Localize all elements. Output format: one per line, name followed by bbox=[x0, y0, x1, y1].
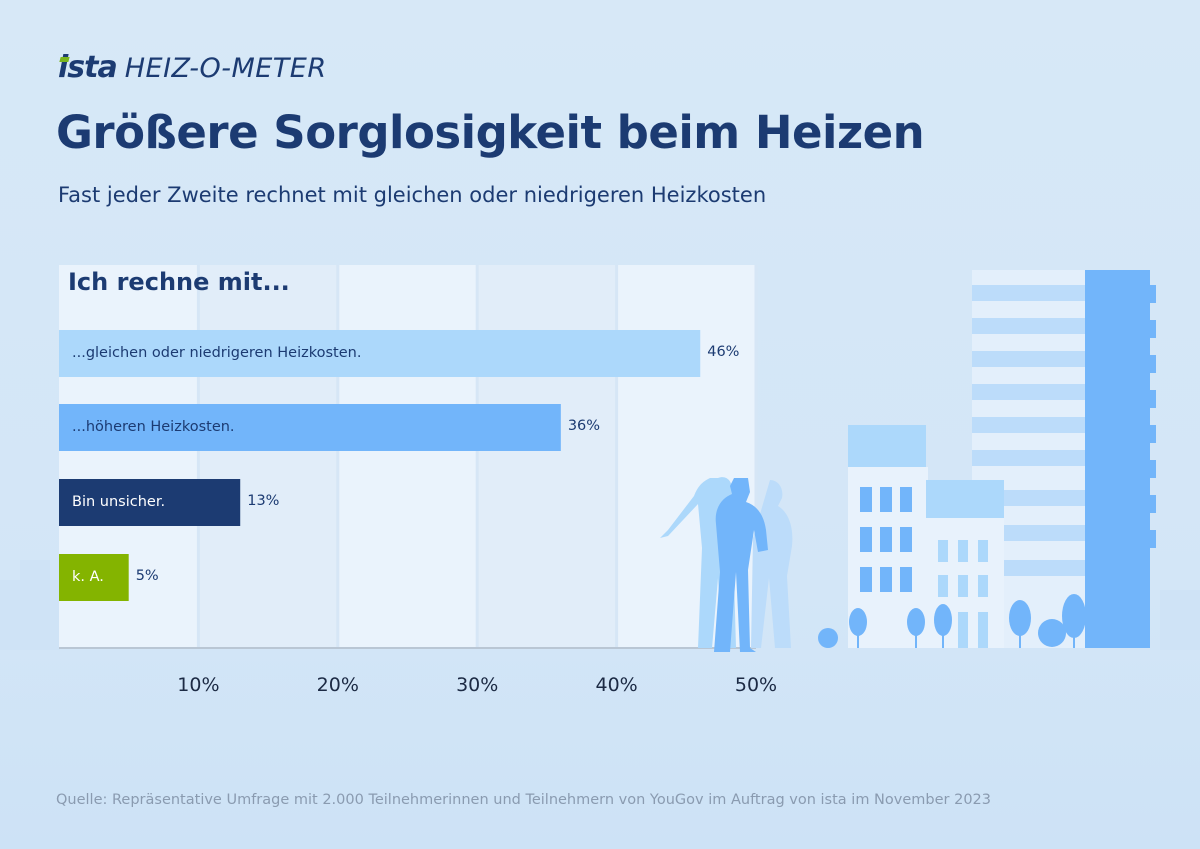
grid-band bbox=[616, 265, 756, 648]
bar-value-label: 46% bbox=[707, 344, 740, 360]
chart-panel bbox=[59, 265, 758, 648]
bar-value-label: 13% bbox=[247, 493, 280, 509]
bar-value-label: 5% bbox=[135, 568, 159, 584]
bar bbox=[59, 404, 561, 451]
logo-wordmark: ista bbox=[58, 50, 118, 85]
page-title: Größere Sorglosigkeit beim Heizen bbox=[56, 106, 925, 159]
source-note: Quelle: Repräsentative Umfrage mit 2.000… bbox=[56, 792, 991, 808]
bar bbox=[59, 479, 241, 526]
x-tick-label: 40% bbox=[595, 674, 638, 696]
chart-title: Ich rechne mit... bbox=[68, 268, 290, 296]
bar-category-label: k. A. bbox=[72, 569, 104, 585]
bar-category-label: Bin unsicher. bbox=[72, 494, 166, 510]
page-subtitle: Fast jeder Zweite rechnet mit gleichen o… bbox=[58, 183, 767, 207]
grid-band bbox=[198, 265, 338, 648]
x-tick-label: 20% bbox=[316, 674, 359, 696]
x-tick-label: 10% bbox=[177, 674, 220, 696]
grid-band bbox=[337, 265, 478, 648]
skyline-silhouette bbox=[0, 560, 1200, 650]
people-illustration bbox=[660, 477, 793, 652]
grid-band bbox=[477, 265, 617, 648]
product-name: HEIZ-O-METER bbox=[124, 53, 327, 84]
bar-category-label: ...höheren Heizkosten. bbox=[72, 419, 235, 435]
x-tick-label: 50% bbox=[734, 674, 778, 696]
bar bbox=[59, 554, 129, 601]
bar-value-label: 36% bbox=[567, 418, 601, 434]
x-tick-label: 30% bbox=[456, 674, 499, 696]
buildings-illustration bbox=[818, 270, 1156, 648]
bar bbox=[59, 330, 701, 377]
ista-logo: ista HEIZ-O-METER bbox=[58, 50, 327, 85]
bar-category-label: ...gleichen oder niedrigeren Heizkosten. bbox=[72, 345, 362, 361]
